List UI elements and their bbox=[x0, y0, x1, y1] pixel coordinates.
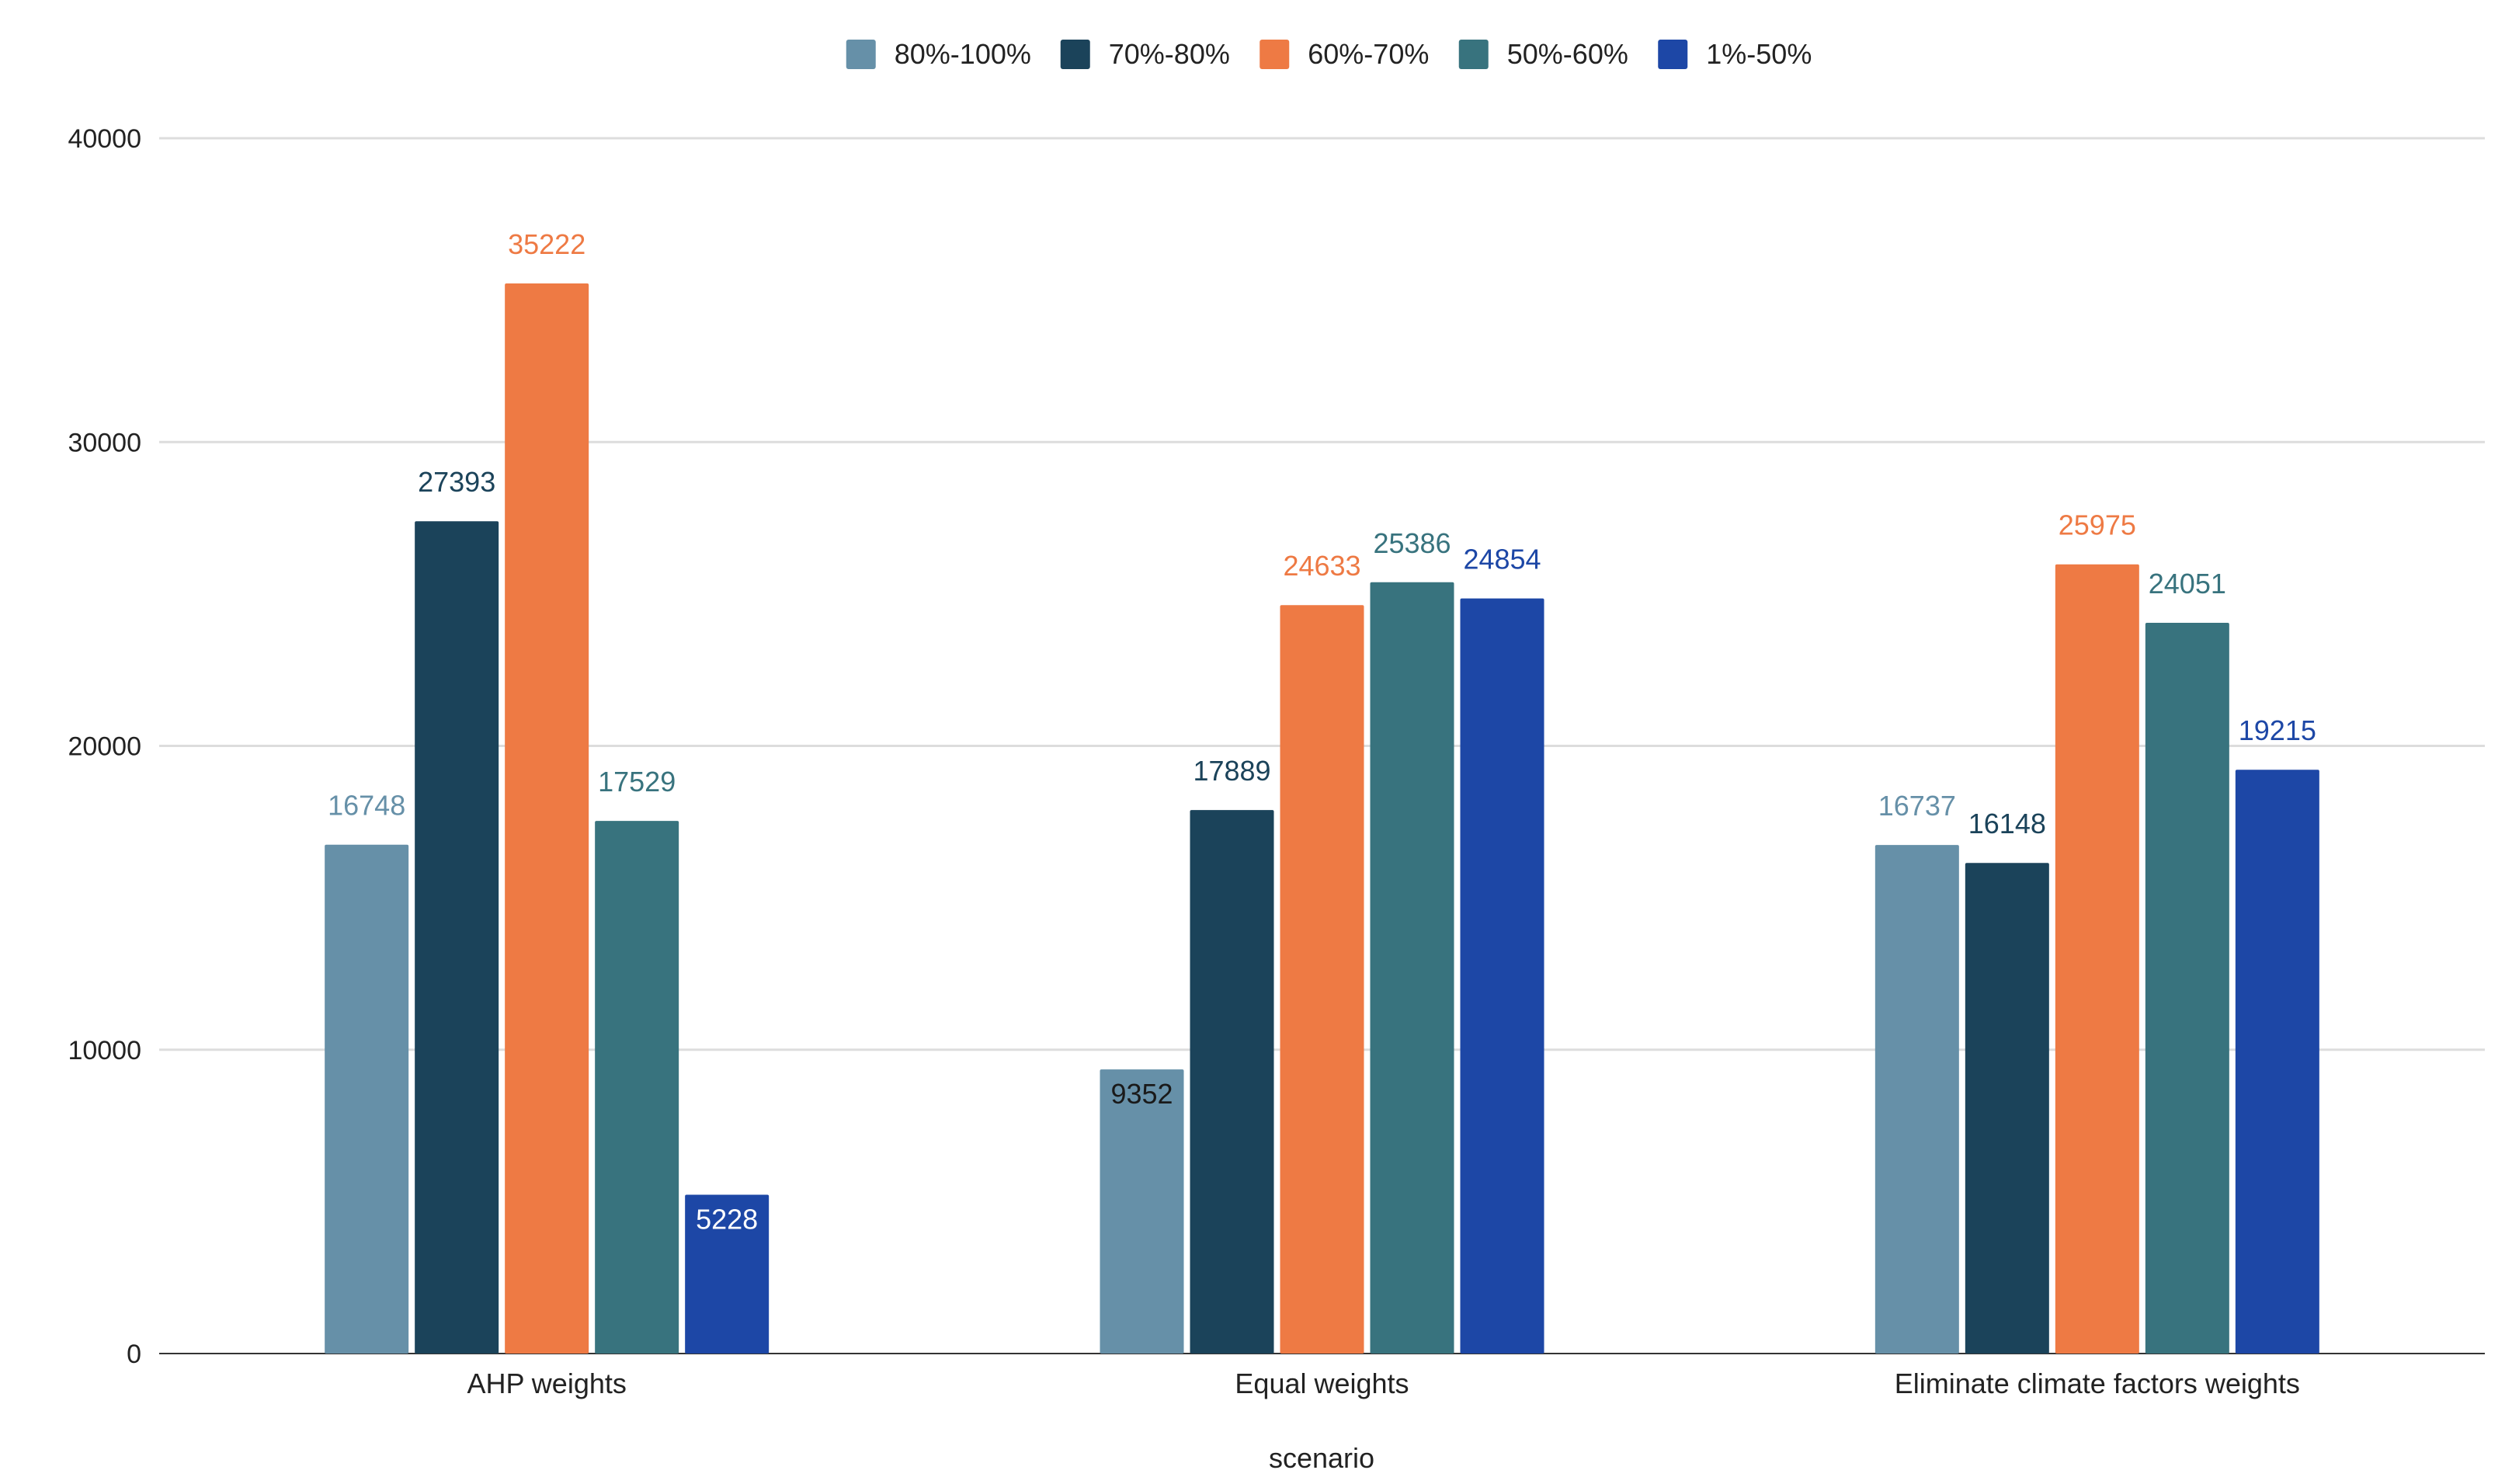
legend-item: 1%-50% bbox=[1658, 38, 1812, 70]
bar bbox=[1874, 845, 1959, 1354]
legend-swatch bbox=[1060, 40, 1090, 69]
legend-label: 1%-50% bbox=[1706, 38, 1812, 70]
bar bbox=[1965, 863, 2049, 1354]
data-labels: 16748 27393 35222 17529 5228 9352 17889 24633 25… bbox=[328, 228, 2316, 1236]
legend-swatch bbox=[1458, 40, 1489, 69]
bar bbox=[685, 1194, 770, 1354]
bar bbox=[1460, 598, 1544, 1354]
legend-swatch bbox=[1260, 40, 1290, 69]
bar bbox=[505, 283, 589, 1354]
legend-label: 80%-100% bbox=[895, 38, 1031, 70]
bar bbox=[595, 821, 679, 1354]
bar bbox=[1190, 810, 1274, 1354]
bar bbox=[2145, 623, 2229, 1354]
y-tick-label: 20000 bbox=[68, 732, 141, 762]
bar bbox=[325, 844, 409, 1354]
bar bbox=[1100, 1069, 1184, 1354]
bar bbox=[2055, 564, 2139, 1354]
legend-item: 70%-80% bbox=[1060, 38, 1230, 70]
bar bbox=[415, 521, 499, 1354]
x-tick-label: Eliminate climate factors weights bbox=[1895, 1368, 2300, 1399]
legend-swatch bbox=[1658, 40, 1688, 69]
data-label: 25975 bbox=[2059, 509, 2136, 541]
legend: 80%-100% 70%-80% 60%-70% 50%-60% 1%-50% bbox=[846, 38, 1812, 70]
data-label: 24854 bbox=[1463, 544, 1541, 575]
y-tick-label: 0 bbox=[127, 1340, 141, 1369]
legend-item: 60%-70% bbox=[1260, 38, 1429, 70]
x-tick-label: AHP weights bbox=[467, 1368, 626, 1399]
bar bbox=[1370, 582, 1454, 1354]
y-tick-label: 40000 bbox=[68, 124, 141, 154]
y-tick-label: 10000 bbox=[68, 1036, 141, 1065]
legend-swatch bbox=[846, 40, 876, 69]
data-label: 24051 bbox=[2149, 568, 2226, 600]
data-label: 19215 bbox=[2239, 714, 2316, 746]
data-label: 16148 bbox=[1968, 808, 2046, 839]
data-label: 16748 bbox=[328, 790, 405, 822]
x-axis-title: scenario bbox=[1269, 1442, 1374, 1474]
legend-item: 80%-100% bbox=[846, 38, 1031, 70]
data-label: 5228 bbox=[696, 1203, 758, 1235]
y-axis-ticks: 0 10000 20000 30000 40000 bbox=[68, 124, 141, 1369]
y-tick-label: 30000 bbox=[68, 428, 141, 457]
bars bbox=[325, 283, 2319, 1354]
bar bbox=[1280, 605, 1364, 1354]
data-label: 17529 bbox=[598, 766, 676, 798]
data-label: 9352 bbox=[1110, 1078, 1173, 1110]
legend-label: 50%-60% bbox=[1507, 38, 1628, 70]
data-label: 16737 bbox=[1878, 790, 1956, 822]
data-label: 27393 bbox=[418, 466, 495, 498]
legend-label: 60%-70% bbox=[1308, 38, 1429, 70]
data-label: 25386 bbox=[1373, 527, 1451, 559]
data-label: 17889 bbox=[1193, 755, 1270, 787]
legend-label: 70%-80% bbox=[1109, 38, 1230, 70]
legend-item: 50%-60% bbox=[1458, 38, 1628, 70]
x-tick-label: Equal weights bbox=[1235, 1368, 1409, 1399]
x-axis: AHP weights Equal weights Eliminate climat… bbox=[467, 1368, 2299, 1399]
data-label: 24633 bbox=[1283, 550, 1360, 582]
bar bbox=[2235, 770, 2319, 1354]
data-label: 35222 bbox=[508, 228, 585, 260]
